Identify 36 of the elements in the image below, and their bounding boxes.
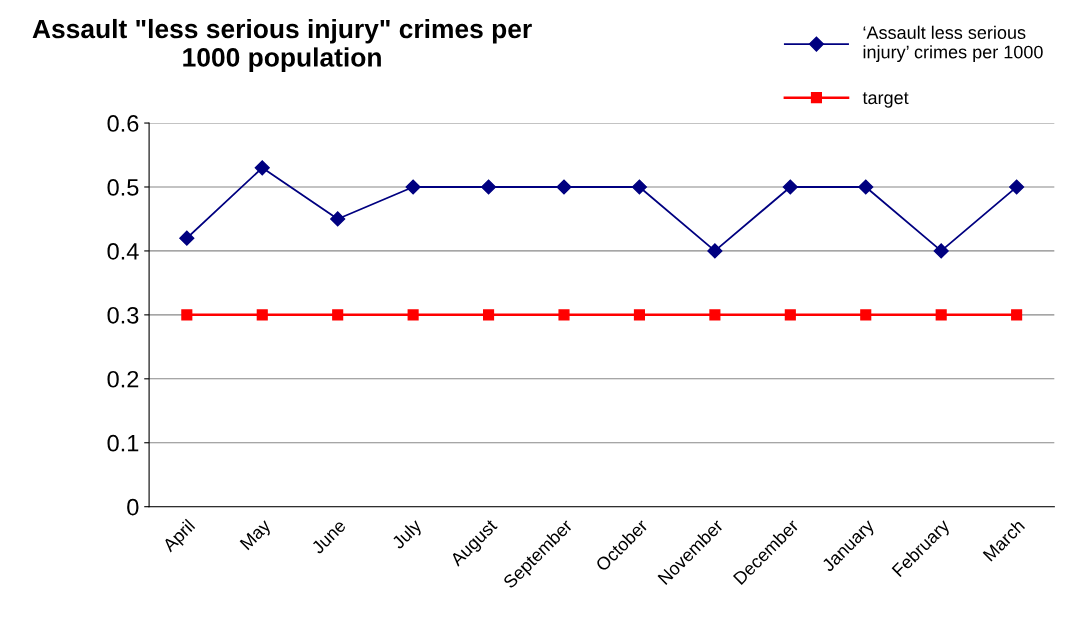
chart-title: Assault "less serious injury" crimes per 1000 population (32, 18, 532, 72)
point (405, 179, 421, 195)
point (480, 179, 497, 195)
point (556, 179, 572, 195)
point (1009, 179, 1025, 195)
legend-label: ‘Assault less serious injury’ crimes per 1000 (863, 25, 1043, 62)
point (858, 179, 874, 195)
point (332, 309, 344, 321)
point (558, 309, 570, 321)
legend-label: target (862, 92, 909, 108)
y-tick-label: 0.5 (107, 179, 139, 196)
point (1011, 309, 1023, 321)
point (784, 309, 796, 321)
y-tick-label: 0.6 (107, 115, 139, 132)
y-tick-label: 0.4 (107, 243, 139, 260)
point (256, 309, 268, 321)
point (633, 309, 646, 321)
y-tick-label: 0.2 (107, 370, 139, 388)
point (179, 230, 195, 246)
x-tick-label: July (390, 517, 426, 553)
point (860, 309, 872, 321)
point (181, 309, 193, 321)
point (631, 179, 648, 195)
point (935, 309, 947, 321)
point (254, 160, 270, 176)
y-tick-label: 0.3 (107, 306, 139, 324)
point (709, 309, 721, 321)
point (407, 309, 419, 321)
y-tick-label: 0.1 (107, 434, 139, 452)
point (782, 179, 798, 195)
point (933, 243, 949, 259)
point (330, 211, 346, 227)
x-tick-label: May (239, 518, 275, 553)
y-tick-label: 0 (127, 498, 139, 516)
point (483, 309, 495, 321)
point (707, 243, 723, 259)
